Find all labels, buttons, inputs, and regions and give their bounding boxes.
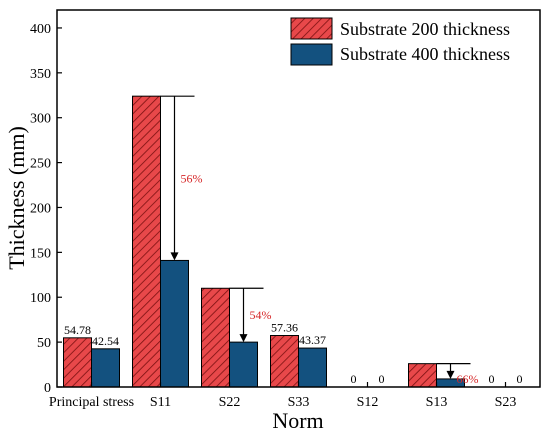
bar-substrate-200 bbox=[408, 363, 437, 388]
reduction-percent-label: 56% bbox=[181, 171, 203, 185]
bar-substrate-200 bbox=[270, 335, 299, 388]
bar-value-label: 0 bbox=[489, 372, 495, 386]
plot-frame bbox=[56, 9, 541, 388]
x-tick-label: S33 bbox=[288, 395, 310, 410]
y-tick-label: 200 bbox=[30, 201, 51, 216]
bar-value-label: 0 bbox=[517, 372, 523, 386]
x-tick-label: S22 bbox=[219, 395, 241, 410]
y-tick-label: 100 bbox=[30, 291, 51, 306]
y-tick-label: 400 bbox=[30, 22, 51, 37]
bar-substrate-400 bbox=[229, 341, 258, 388]
bar-value-label: 43.37 bbox=[299, 333, 326, 347]
legend: Substrate 200 thickness Substrate 400 th… bbox=[290, 17, 510, 66]
y-tick-label: 300 bbox=[30, 112, 51, 127]
x-tick-label: S23 bbox=[495, 395, 517, 410]
reduction-arrow-head bbox=[446, 370, 455, 379]
y-tick-label: 0 bbox=[44, 381, 51, 396]
y-axis-title: Thickness (mm) bbox=[4, 126, 29, 270]
bar-substrate-200 bbox=[63, 337, 92, 388]
y-tick-label: 250 bbox=[30, 157, 51, 172]
x-axis-title: Norm bbox=[272, 408, 323, 433]
reduction-arrow-head bbox=[170, 252, 179, 261]
bar-value-label: 54.78 bbox=[64, 323, 91, 337]
x-tick-label: S13 bbox=[426, 395, 448, 410]
bar-substrate-400 bbox=[91, 348, 120, 388]
x-tick-label: S11 bbox=[150, 395, 171, 410]
reduction-percent-label: 66% bbox=[457, 372, 479, 386]
bar-value-label: 0 bbox=[351, 372, 357, 386]
legend-swatch-substrate-400 bbox=[290, 43, 333, 66]
bar-substrate-400 bbox=[160, 259, 189, 388]
legend-swatch-substrate-200 bbox=[290, 17, 333, 40]
bar-substrate-400 bbox=[298, 347, 327, 388]
bar-value-label: 57.36 bbox=[271, 321, 298, 335]
y-tick-label: 350 bbox=[30, 67, 51, 82]
bar-substrate-200 bbox=[132, 95, 161, 388]
bar-substrate-200 bbox=[201, 287, 230, 388]
reduction-percent-label: 54% bbox=[250, 308, 272, 322]
reduction-arrow-head bbox=[239, 334, 248, 343]
x-tick-label: Principal stress bbox=[49, 395, 134, 410]
bar-value-label: 0 bbox=[379, 372, 385, 386]
y-tick-label: 50 bbox=[37, 336, 51, 351]
legend-label-substrate-400: Substrate 400 thickness bbox=[340, 44, 510, 64]
y-tick-label: 150 bbox=[30, 246, 51, 261]
x-tick-label: S12 bbox=[357, 395, 379, 410]
legend-label-substrate-200: Substrate 200 thickness bbox=[340, 19, 510, 39]
bar-value-label: 42.54 bbox=[92, 334, 119, 348]
